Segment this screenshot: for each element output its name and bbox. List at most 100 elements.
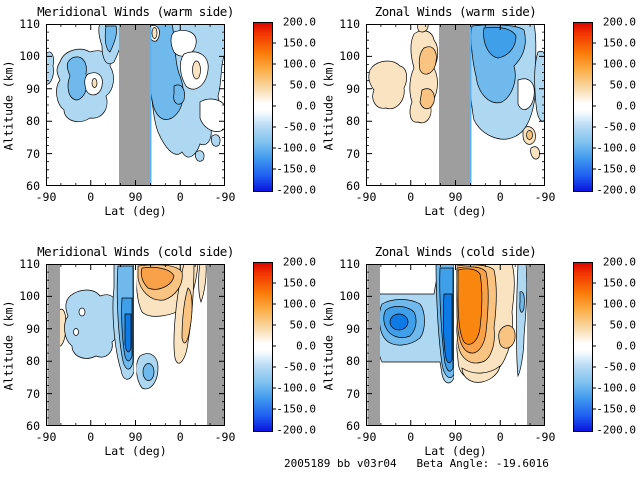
orbit-divider-line	[454, 264, 457, 426]
colorbar-tick-label: -150.0	[596, 162, 636, 176]
colorbar-tick-label: -50.0	[602, 360, 636, 374]
zonal-warm-plot	[366, 24, 545, 186]
meridional-warm-plot	[46, 24, 225, 186]
panel-title: Zonal Winds (cold side)	[374, 244, 537, 259]
colorbar-tick-label: 150.0	[282, 276, 316, 290]
x-tick-label: -90	[35, 190, 57, 204]
x-tick-label: 0	[496, 190, 504, 204]
colorbar-tick-label: -100.0	[596, 381, 636, 395]
x-tick-label: 0	[176, 430, 184, 444]
colorbar-tick-label: 100.0	[282, 57, 316, 71]
terminator-line	[469, 24, 472, 186]
y-tick-label: 110	[19, 17, 40, 31]
x-tick-label: 0	[176, 190, 184, 204]
y-tick-label: 80	[346, 354, 360, 369]
y-axis-ticks: 110 100 90 80 70 60	[334, 17, 362, 193]
y-tick-label: 60	[26, 179, 40, 193]
y-tick-label: 80	[346, 114, 360, 129]
y-tick-label: 80	[26, 114, 40, 129]
colorbar-tick-label: -50.0	[282, 120, 316, 134]
colorbar-tick-label: 150.0	[602, 276, 636, 290]
panel-zonal-warm: Zonal Winds (warm side) -	[320, 0, 640, 240]
x-axis-label: Lat (deg)	[104, 204, 167, 218]
colorbar-tick-label: -100.0	[276, 381, 316, 395]
x-tick-label: -90	[534, 190, 556, 204]
x-axis-ticks: -90 0 90 0 -90	[36, 430, 236, 444]
colorbar-tick-label: -50.0	[602, 120, 636, 134]
contour-regions	[58, 264, 207, 390]
y-tick-label: 70	[346, 146, 360, 161]
zonal-cold-plot	[366, 264, 545, 426]
x-tick-label: 90	[128, 430, 143, 444]
colorbar-tick-labels: 200.0 150.0 100.0 50.0 0.0 -50.0 -100.0 -150.0 -…	[592, 16, 637, 197]
x-tick-label: 90	[448, 430, 463, 444]
x-tick-label: 90	[128, 190, 143, 204]
colorbar	[573, 262, 593, 432]
colorbar-tick-label: 0.0	[296, 339, 316, 353]
colorbar-tick-label: 150.0	[602, 36, 636, 50]
y-axis-ticks: 110 100 90 80 70 60	[334, 257, 362, 433]
x-tick-label: 90	[448, 190, 463, 204]
y-tick-label: 70	[26, 146, 40, 161]
y-axis-label: Altitude (km)	[321, 60, 336, 151]
colorbar-tick-label: -200.0	[596, 183, 636, 197]
y-axis-label: Altitude (km)	[1, 60, 16, 151]
y-axis-label: Altitude (km)	[1, 300, 16, 391]
colorbar-tick-label: 200.0	[282, 15, 316, 29]
colorbar-tick-labels: 200.0 150.0 100.0 50.0 0.0 -50.0 -100.0 -150.0 -…	[272, 256, 317, 437]
x-tick-label: 0	[407, 190, 415, 204]
y-tick-label: 110	[19, 257, 40, 271]
y-tick-label: 90	[26, 81, 40, 96]
data-gap-band-right	[527, 264, 545, 426]
panel-zonal-cold: Zonal Winds (cold side)	[320, 240, 640, 480]
y-tick-label: 110	[339, 17, 360, 31]
y-axis-label: Altitude (km)	[321, 300, 336, 391]
data-gap-band-left	[367, 264, 380, 426]
contour-regions	[46, 24, 225, 162]
colorbar-tick-label: 50.0	[609, 78, 637, 92]
y-tick-label: 100	[19, 49, 40, 64]
colorbar-tick-label: -200.0	[276, 423, 316, 437]
colorbar	[253, 262, 273, 432]
colorbar-tick-label: -100.0	[596, 141, 636, 155]
y-axis-ticks: 110 100 90 80 70 60	[14, 17, 42, 193]
colorbar-tick-labels: 200.0 150.0 100.0 50.0 0.0 -50.0 -100.0 -150.0 -…	[272, 16, 316, 197]
panel-title: Zonal Winds (warm side)	[374, 4, 537, 19]
colorbar	[253, 22, 273, 192]
x-axis-ticks: -90 0 90 0 -90	[356, 190, 556, 204]
x-tick-label: -90	[214, 190, 236, 204]
contour-regions	[376, 264, 528, 384]
y-tick-label: 90	[346, 321, 360, 336]
colorbar-tick-label: 200.0	[602, 255, 636, 269]
x-tick-label: -90	[35, 430, 57, 444]
footer-annotation: 2005189 bb v03r04 Beta Angle: -19.6016	[284, 457, 549, 470]
y-tick-label: 90	[26, 321, 40, 336]
y-tick-label: 110	[339, 257, 360, 271]
data-gap-band-left	[47, 264, 60, 426]
x-tick-label: -90	[355, 190, 377, 204]
colorbar-tick-label: -150.0	[276, 402, 316, 416]
y-tick-label: 60	[346, 419, 360, 433]
panel-meridional-cold: Meridional Winds (cold side)	[0, 240, 320, 480]
x-axis-ticks: -90 0 90 0 -90	[356, 430, 556, 444]
colorbar-tick-label: 0.0	[616, 339, 636, 353]
x-tick-label: -90	[534, 430, 556, 444]
colorbar-tick-label: 50.0	[289, 318, 317, 332]
data-gap-band	[119, 24, 150, 186]
x-tick-label: 0	[87, 430, 95, 444]
meridional-cold-plot	[46, 264, 225, 426]
x-tick-label: -90	[214, 430, 236, 444]
y-tick-label: 100	[339, 289, 360, 304]
colorbar-tick-label: -150.0	[276, 162, 316, 176]
colorbar	[573, 22, 593, 192]
terminator-line	[149, 24, 152, 186]
colorbar-tick-label: -150.0	[596, 402, 636, 416]
colorbar-tick-label: 200.0	[602, 15, 636, 29]
colorbar-tick-label: 150.0	[282, 36, 316, 50]
colorbar-tick-label: -100.0	[276, 141, 316, 155]
panel-meridional-warm: Meridional Winds (warm side)	[0, 0, 320, 240]
colorbar-tick-label: 100.0	[282, 297, 316, 311]
y-tick-label: 100	[339, 49, 360, 64]
colorbar-tick-labels: 200.0 150.0 100.0 50.0 0.0 -50.0 -100.0 -150.0 -…	[592, 256, 636, 437]
